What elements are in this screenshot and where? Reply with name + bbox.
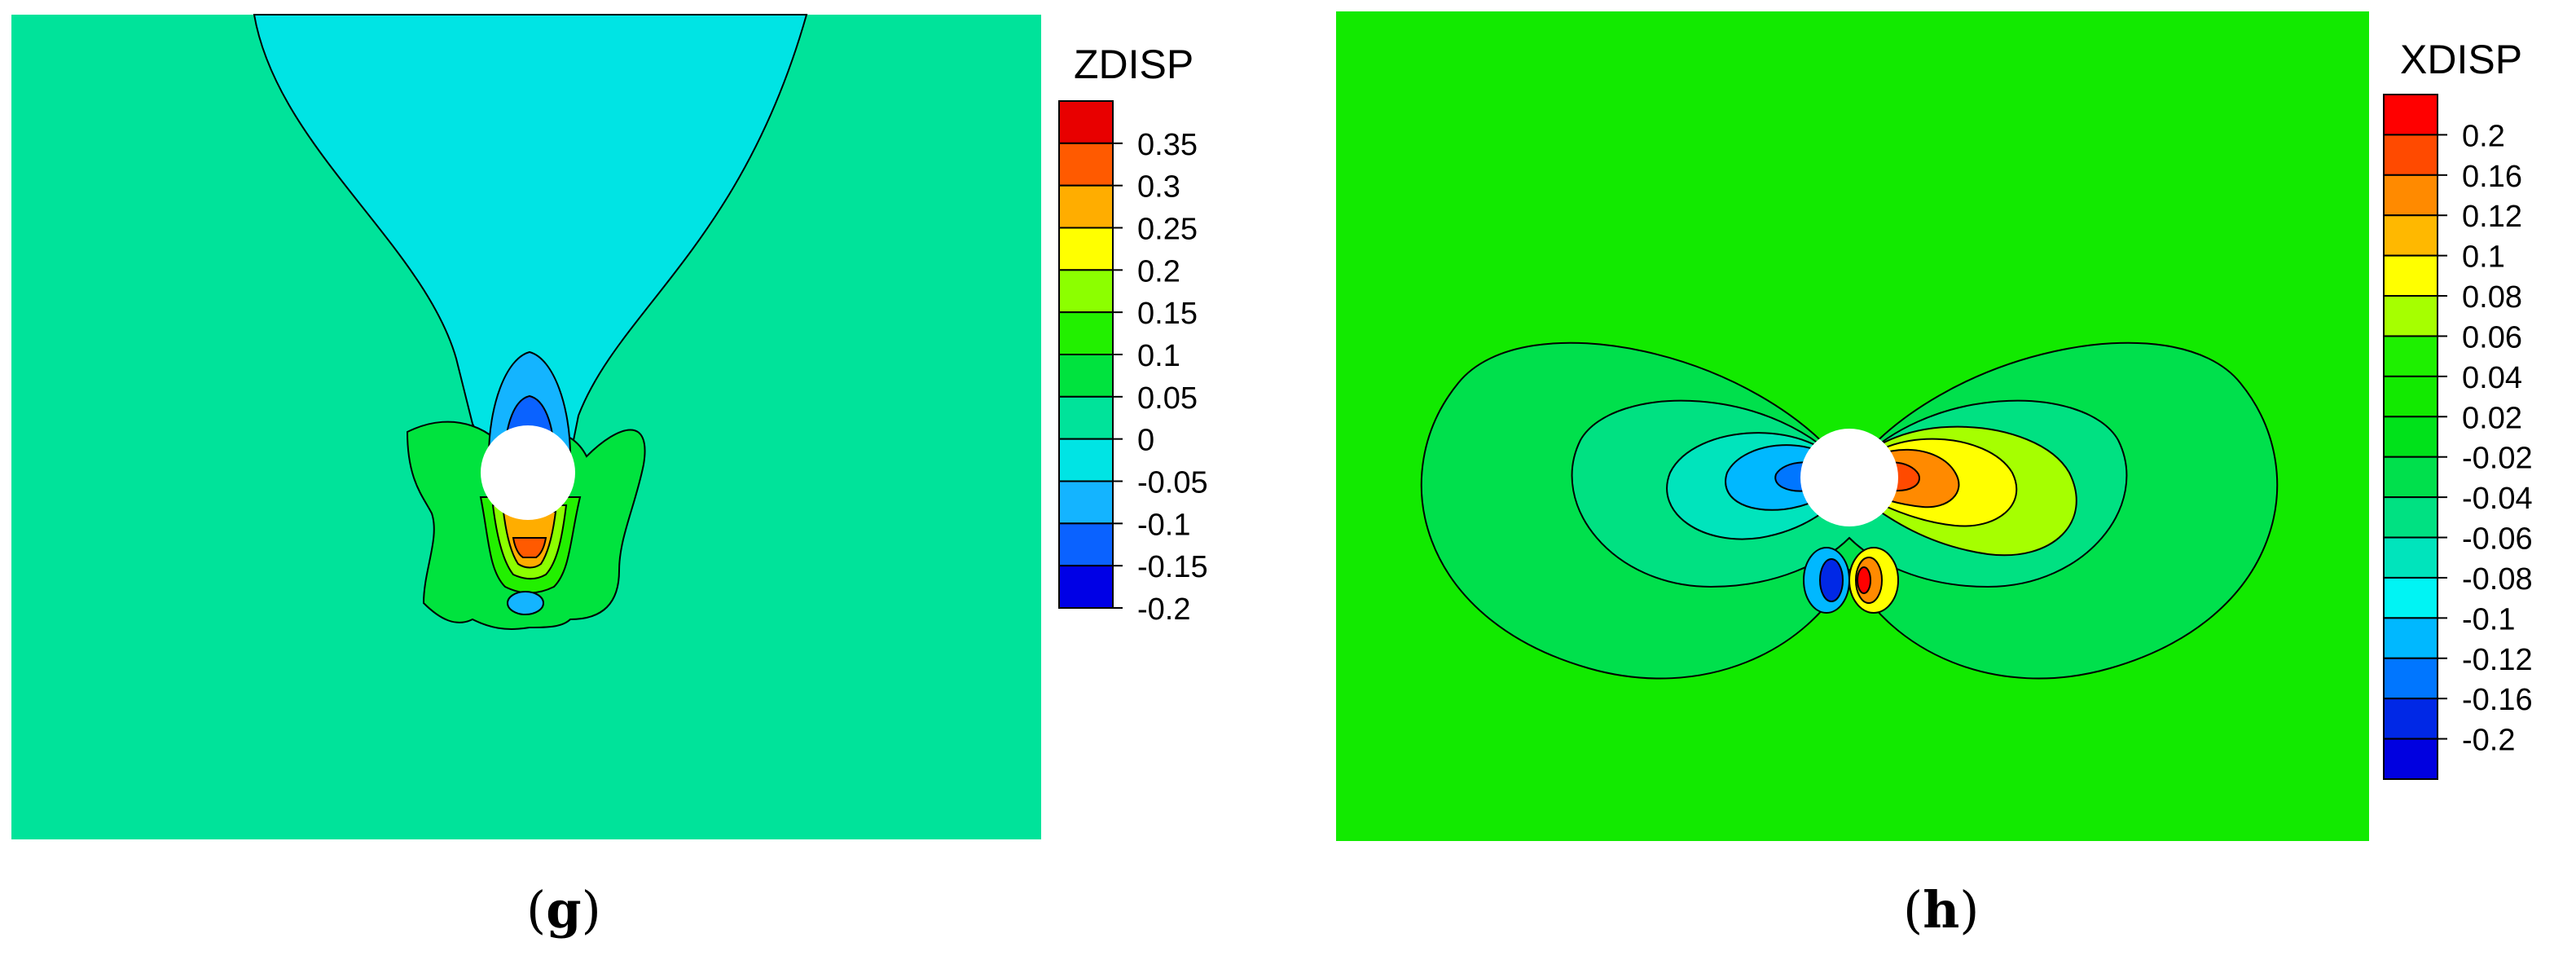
colorbar-swatch-h <box>2383 456 2438 499</box>
colorbar-h: XDISP 0.2 0.16 0.12 0.1 0.08 0.06 0.04 0.02 -0.0… <box>2383 37 2533 781</box>
colorbar-swatch-g <box>1058 438 1114 482</box>
colorbar-tick-label-h: 0.06 <box>2462 320 2522 354</box>
panel-label-h: h <box>1923 880 1960 940</box>
colorbar-tick-label-g: 0.3 <box>1137 170 1180 205</box>
chart-h: XDISP 0.2 0.16 0.12 0.1 0.08 0.06 0.04 0.02 -0.0… <box>1336 11 2533 841</box>
colorbar-swatch-h <box>2383 617 2438 659</box>
colorbar-tick-label-g: -0.05 <box>1137 466 1208 500</box>
hole-g <box>481 425 575 520</box>
lobe-inner4-g <box>512 537 547 558</box>
colorbar-swatch-h <box>2383 657 2438 700</box>
colorbar-swatch-g <box>1058 480 1114 525</box>
colorbar-tick-label-g: 0.15 <box>1137 297 1198 331</box>
colorbar-swatch-h <box>2383 416 2438 458</box>
colorbar-swatch-h <box>2383 536 2438 579</box>
hole-h <box>1800 429 1898 526</box>
colorbar-title-h: XDISP <box>2400 37 2522 82</box>
colorbar-tick-label-h: -0.16 <box>2462 683 2533 717</box>
colorbar-tick-label-h: -0.08 <box>2462 562 2533 597</box>
contour-field-h <box>1336 11 2369 841</box>
colorbar-swatch-h <box>2383 134 2438 176</box>
colorbar-tick-label-h: -0.1 <box>2462 602 2515 636</box>
colorbar-swatch-h <box>2383 254 2438 297</box>
colorbar-swatch-g <box>1058 100 1114 144</box>
colorbar-tick-label-h: -0.04 <box>2462 482 2533 516</box>
colorbar-swatch-g <box>1058 311 1114 355</box>
colorbar-tick-label-h: -0.06 <box>2462 522 2533 557</box>
colorbar-swatch-h <box>2383 738 2438 781</box>
colorbar-swatch-g <box>1058 184 1114 229</box>
colorbar-tick-label-h: -0.2 <box>2462 724 2515 758</box>
colorbar-tick-label-g: 0.2 <box>1137 254 1180 288</box>
colorbar-swatch-g <box>1058 227 1114 271</box>
colorbar-swatch-g <box>1058 269 1114 314</box>
colorbar-swatch-h <box>2383 335 2438 377</box>
contour-field-g <box>11 14 1041 839</box>
dipole-left2-h <box>1819 558 1844 602</box>
colorbar-tick-label-h: 0.04 <box>2462 361 2522 395</box>
colorbar-g: ZDISP 0.35 0.3 0.25 0.2 0.15 0.1 0.05 0 -0.05 -0.… <box>1058 42 1208 627</box>
colorbar-swatch-g <box>1058 522 1114 567</box>
colorbar-tick-label-h: 0.16 <box>2462 160 2522 194</box>
colorbar-tick-label-g: -0.1 <box>1137 508 1190 542</box>
colorbar-swatch-g <box>1058 142 1114 187</box>
colorbar-tick-label-g: 0.25 <box>1137 213 1198 247</box>
colorbar-tick-label-h: -0.02 <box>2462 442 2533 476</box>
colorbar-swatch-h <box>2383 94 2438 136</box>
panel-caption-h: (h) <box>1903 880 1980 940</box>
colorbar-tick-label-g: -0.15 <box>1137 550 1208 584</box>
colorbar-tick-label-h: 0.12 <box>2462 200 2522 234</box>
colorbar-title-g: ZDISP <box>1074 42 1193 87</box>
colorbar-tick-label-g: 0.05 <box>1137 381 1198 416</box>
chart-g: ZDISP 0.35 0.3 0.25 0.2 0.15 0.1 0.05 0 -0.05 -0.… <box>11 14 1208 839</box>
colorbar-tick-label-h: 0.1 <box>2462 240 2505 275</box>
colorbar-swatch-g <box>1058 354 1114 398</box>
colorbar-tick-label-g: 0.1 <box>1137 339 1180 373</box>
colorbar-tick-label-h: 0.08 <box>2462 280 2522 315</box>
colorbar-tick-label-g: 0.35 <box>1137 128 1198 162</box>
panel-caption-g: (g) <box>526 880 601 940</box>
colorbar-swatch-h <box>2383 698 2438 740</box>
colorbar-swatch-h <box>2383 375 2438 418</box>
colorbar-swatch-g <box>1058 395 1114 440</box>
small-blob-g <box>507 591 544 615</box>
plume-region-g <box>253 14 808 457</box>
colorbar-tick-label-g: 0 <box>1137 424 1154 458</box>
colorbar-swatch-h <box>2383 214 2438 257</box>
panel-label-g: g <box>546 880 582 940</box>
colorbar-swatch-g <box>1058 565 1114 610</box>
colorbar-tick-label-h: 0.2 <box>2462 119 2505 153</box>
dipole-right3-h <box>1857 566 1871 594</box>
colorbar-tick-label-h: -0.12 <box>2462 643 2533 677</box>
colorbar-swatch-h <box>2383 576 2438 619</box>
colorbar-swatch-h <box>2383 295 2438 337</box>
colorbar-swatch-h <box>2383 496 2438 539</box>
colorbar-tick-label-h: 0.02 <box>2462 401 2522 435</box>
colorbar-swatch-h <box>2383 174 2438 217</box>
colorbar-tick-label-g: -0.2 <box>1137 592 1190 627</box>
